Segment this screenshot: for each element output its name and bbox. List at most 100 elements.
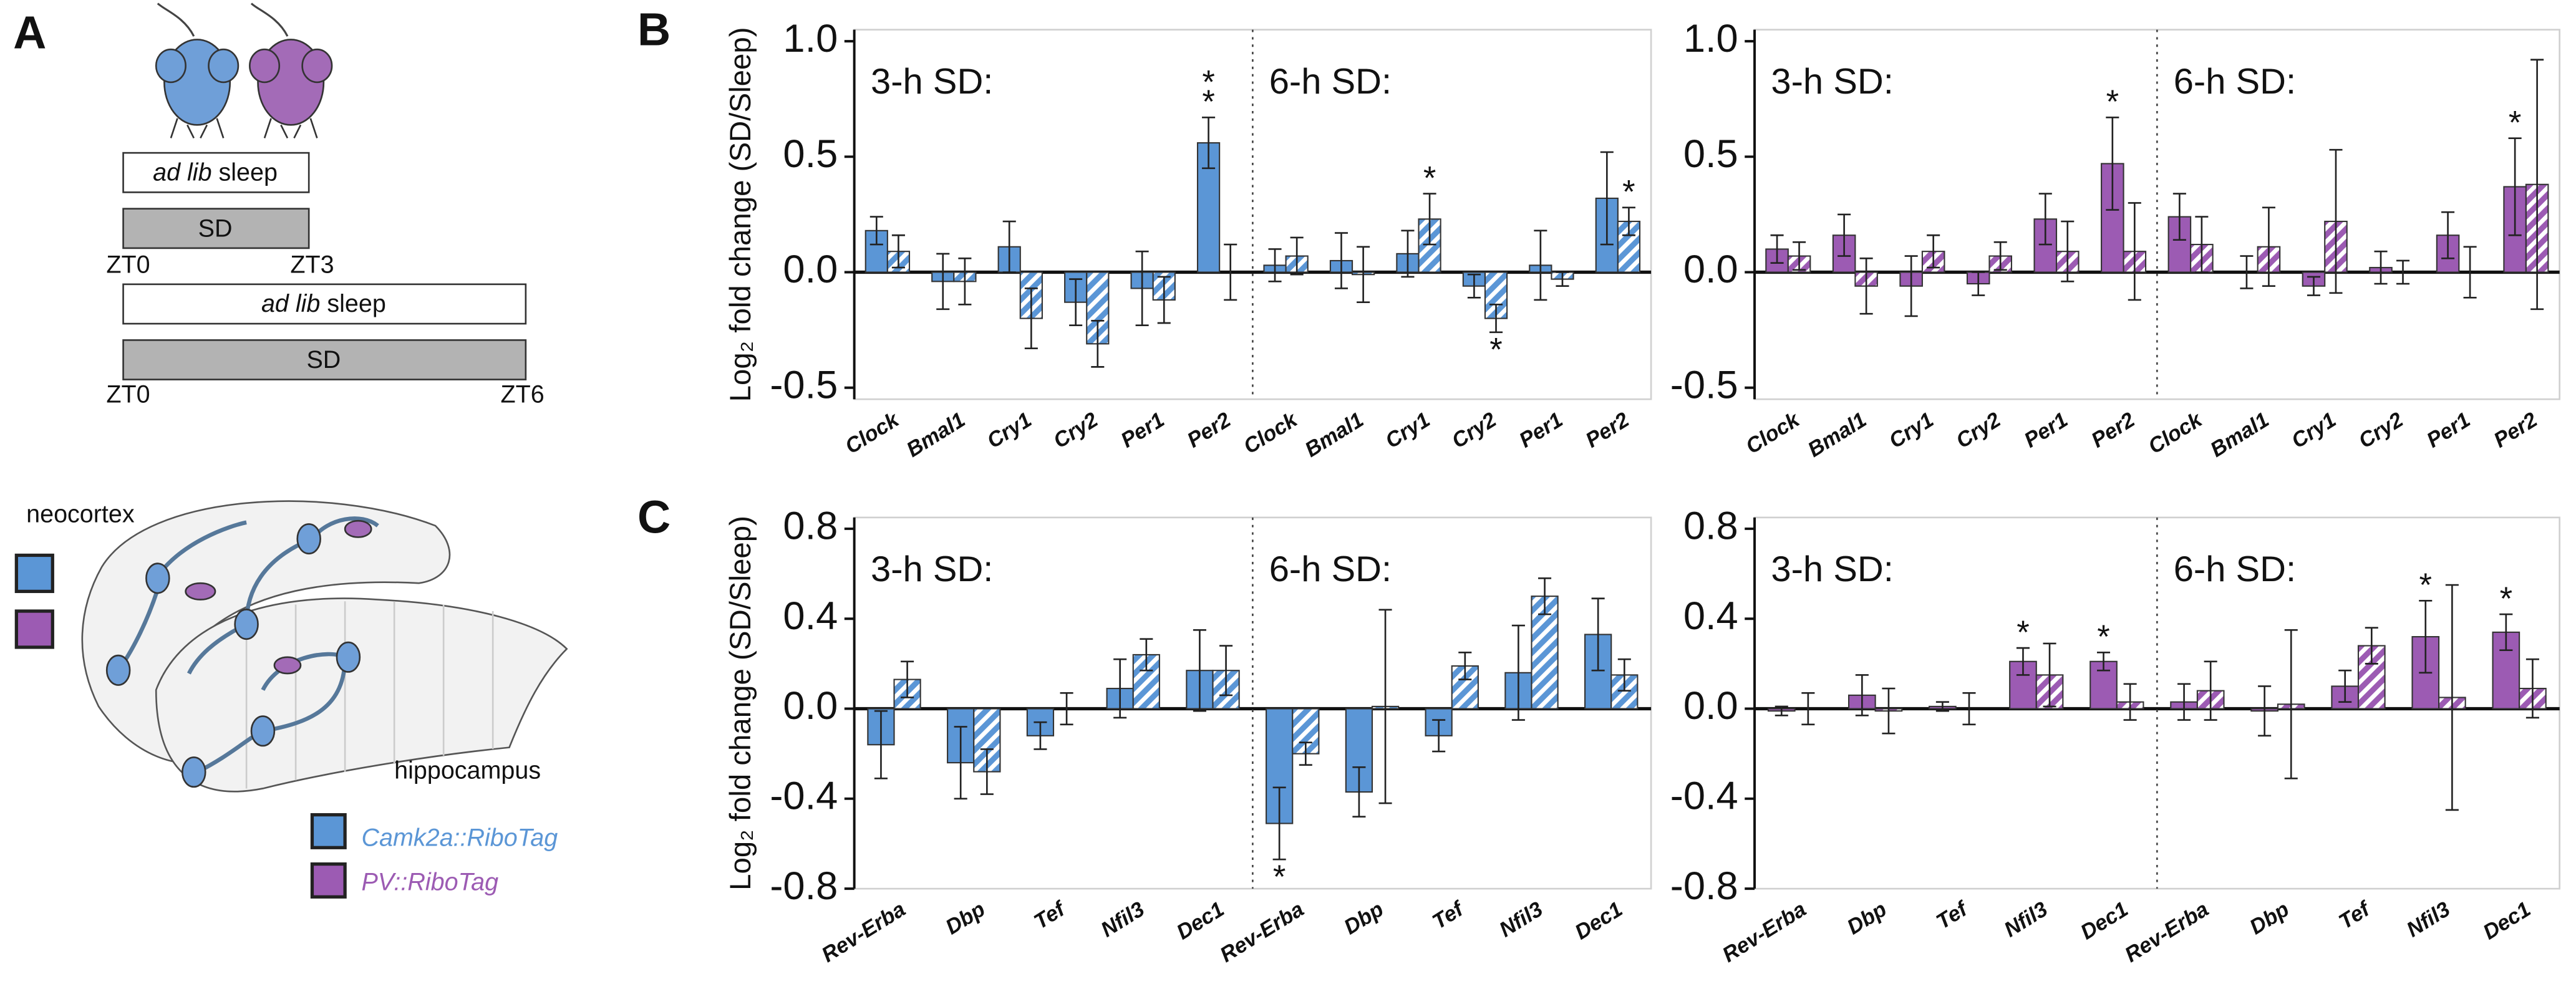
y-axis-label: Log₂ fold change (SD/Sleep) — [724, 516, 757, 890]
error-bar — [1855, 674, 1869, 716]
x-tick-label: Cry1 — [2287, 408, 2340, 453]
x-tick-label: Rev-Erba — [1216, 897, 1308, 967]
error-bar — [2258, 685, 2272, 737]
error-bar — [1135, 250, 1149, 327]
error-bar — [2525, 658, 2539, 719]
sd-label: SD — [306, 346, 341, 374]
y-tick-label: -0.5 — [1670, 363, 1738, 407]
mouse-purple — [249, 2, 333, 139]
neurons — [117, 516, 379, 774]
error-bar — [1432, 719, 1446, 753]
error-bar — [1467, 273, 1481, 299]
sd-label: SD — [198, 215, 233, 242]
error-bar — [2441, 211, 2455, 259]
x-tick-label: Nfil3 — [2000, 897, 2052, 942]
y-axis-label: Log₂ fold change (SD/Sleep) — [724, 27, 757, 402]
bar — [1196, 142, 1221, 273]
zt-label: ZT3 — [290, 251, 334, 278]
x-tick-label: Cry2 — [2355, 408, 2408, 453]
error-bar — [2284, 629, 2298, 779]
error-bar — [1091, 319, 1105, 368]
x-tick-label: Dec1 — [2479, 897, 2535, 945]
error-bar — [1775, 705, 1788, 716]
error-bar — [1334, 232, 1349, 289]
x-tick-label: Per2 — [1183, 408, 1235, 453]
error-bar — [1357, 246, 1370, 303]
error-bar — [1423, 193, 1436, 246]
error-bar — [1069, 278, 1083, 327]
x-tick-label: Nfil3 — [1495, 897, 1547, 942]
error-bar — [2445, 584, 2459, 811]
significance-star: * — [1489, 331, 1503, 368]
x-tick-label: Dbp — [2245, 897, 2293, 939]
significance-star: * — [1202, 64, 1215, 101]
error-bar — [869, 216, 883, 246]
significance-star: * — [1273, 859, 1286, 895]
x-tick-label: Rev-Erba — [2121, 897, 2213, 967]
x-tick-label: Tef — [2335, 896, 2376, 934]
group-label: 6-h SD: — [2174, 549, 2296, 589]
error-bar — [980, 748, 994, 795]
x-tick-label: Dbp — [942, 897, 990, 939]
sleep-box — [122, 152, 310, 193]
error-bar — [1193, 629, 1206, 712]
y-tick-label: 0.5 — [783, 132, 838, 176]
x-tick-label: Clock — [2144, 407, 2207, 459]
error-bar — [958, 257, 972, 306]
error-bar — [936, 253, 950, 311]
error-bar — [1489, 304, 1503, 334]
error-bar — [1993, 241, 2007, 271]
x-tick-label: Dec1 — [2076, 897, 2133, 945]
sd-box — [122, 339, 527, 380]
y-tick-label: -0.4 — [770, 774, 838, 818]
significance-star: * — [2500, 581, 2513, 617]
x-tick-label: Bmal1 — [2206, 408, 2273, 462]
x-tick-label: Dec1 — [1571, 897, 1627, 945]
significance-star: * — [1622, 174, 1635, 211]
x-tick-label: Per1 — [2423, 408, 2474, 453]
error-bar — [2307, 276, 2321, 296]
error-bar — [2419, 600, 2433, 674]
y-tick-label: 0.0 — [1683, 248, 1738, 291]
x-tick-label: Cry1 — [1382, 408, 1435, 453]
zt-label: ZT0 — [106, 380, 150, 408]
group-label: 6-h SD: — [1269, 62, 1392, 102]
error-bar — [1617, 658, 1631, 692]
y-tick-label: 0.5 — [1683, 132, 1738, 176]
error-bar — [2096, 652, 2111, 672]
error-bar — [2123, 683, 2137, 721]
y-tick-label: -0.4 — [1670, 774, 1738, 818]
group-label: 3-h SD: — [871, 549, 993, 589]
error-bar — [1838, 213, 1851, 257]
sleep-box — [122, 283, 527, 325]
x-tick-label: Bmal1 — [903, 408, 969, 462]
error-bar — [1060, 692, 1073, 726]
group-label: 6-h SD: — [1269, 549, 1392, 589]
error-bar — [1219, 645, 1233, 697]
mouse-blue — [155, 2, 240, 139]
error-bar — [2177, 683, 2191, 721]
error-bar — [1024, 287, 1038, 350]
error-bar — [2374, 250, 2388, 285]
error-bar — [2043, 642, 2056, 708]
region-label: neocortex — [26, 501, 135, 528]
x-tick-label: Per2 — [2490, 408, 2542, 453]
sleep-label: ad lib sleep — [153, 159, 278, 186]
group-label: 3-h SD: — [1771, 62, 1893, 102]
y-tick-label: 0.4 — [1683, 594, 1738, 638]
significance-star: * — [2509, 105, 2522, 142]
x-tick-label: Dec1 — [1173, 897, 1229, 945]
group-label: 3-h SD: — [1771, 549, 1893, 589]
y-tick-label: -0.8 — [1670, 864, 1738, 908]
error-bar — [1268, 248, 1282, 282]
error-bar — [2365, 627, 2378, 665]
y-tick-label: 0.0 — [1683, 684, 1738, 728]
error-bar — [1904, 255, 1918, 317]
y-tick-label: -0.5 — [770, 363, 838, 407]
error-bar — [2338, 669, 2352, 703]
x-tick-label: Cry1 — [983, 408, 1036, 453]
significance-star: * — [1423, 160, 1436, 196]
x-tick-label: Cry2 — [1049, 408, 1102, 453]
x-tick-label: Per2 — [1582, 408, 1634, 453]
